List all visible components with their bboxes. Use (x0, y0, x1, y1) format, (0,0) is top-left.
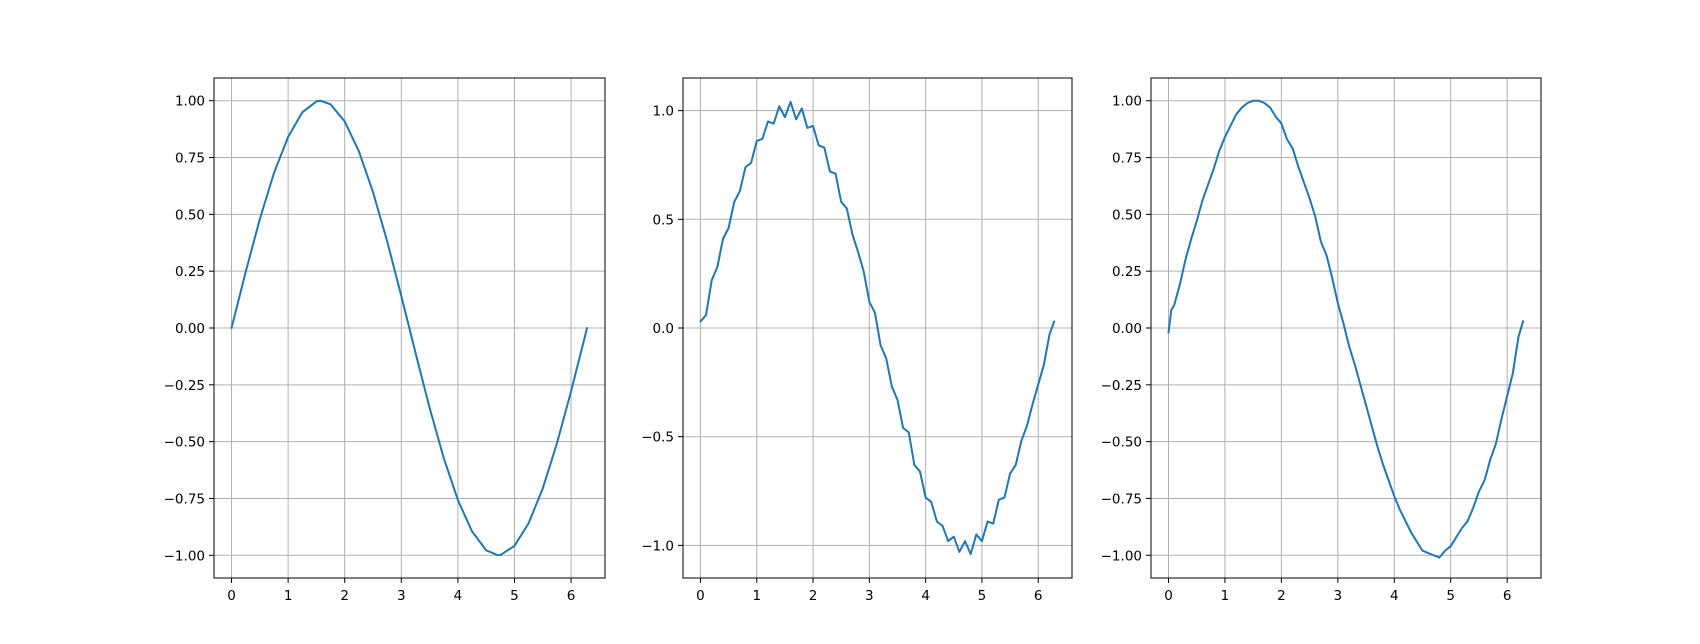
right-ytick-label: 1.00 (1112, 94, 1142, 110)
middle-xtick-label: 2 (809, 588, 818, 604)
left-xtick-label: 4 (454, 588, 463, 604)
right-ytick-label: −1.00 (1101, 548, 1142, 564)
right-xtick-label: 0 (1164, 588, 1173, 604)
middle-xtick-label: 6 (1034, 588, 1043, 604)
middle-ytick-label: 1.0 (653, 104, 674, 120)
left-xtick-label: 5 (510, 588, 519, 604)
left-xtick-label: 2 (340, 588, 349, 604)
right-xtick-label: 4 (1390, 588, 1399, 604)
subplot-left: 0 1 2 3 4 5 6 −1.00 −0.75 −0.50 −0.25 0.00 0.25 0.50 0… (164, 77, 606, 604)
middle-xtick-label: 5 (978, 588, 987, 604)
left-ytick-label: −0.50 (164, 435, 205, 451)
left-ytick-label: 1.00 (175, 94, 205, 110)
right-ytick-label: −0.25 (1101, 378, 1142, 394)
left-ytick-label: 0.50 (175, 207, 205, 223)
left-xtick-label: 1 (284, 588, 293, 604)
middle-ytick-label: 0.0 (653, 321, 674, 337)
left-xtick-label: 0 (227, 588, 236, 604)
right-ytick-label: 0.00 (1112, 321, 1142, 337)
middle-ytick-label: −1.0 (641, 538, 674, 554)
right-ytick-label: 0.75 (1112, 151, 1142, 167)
left-series-line (230, 99, 589, 557)
right-xtick-label: 6 (1503, 588, 1512, 604)
middle-series-line (699, 100, 1056, 556)
right-ytick-label: 0.50 (1112, 207, 1142, 223)
middle-ytick-label: 0.5 (653, 212, 674, 228)
middle-xtick-label: 1 (752, 588, 761, 604)
right-ytick-label: −0.75 (1101, 491, 1142, 507)
right-xtick-label: 5 (1446, 588, 1455, 604)
middle-xtick-label: 3 (865, 588, 874, 604)
left-ytick-label: −0.75 (164, 491, 205, 507)
left-ytick-label: 0.00 (175, 321, 205, 337)
left-xtick-label: 6 (567, 588, 576, 604)
right-xtick-label: 2 (1277, 588, 1286, 604)
left-xtick-label: 3 (397, 588, 406, 604)
right-ytick-label: 0.25 (1112, 264, 1142, 280)
right-xtick-label: 1 (1221, 588, 1230, 604)
middle-xtick-label: 4 (921, 588, 930, 604)
middle-xtick-label: 0 (696, 588, 705, 604)
left-ytick-label: −1.00 (164, 548, 205, 564)
left-ytick-label: 0.75 (175, 151, 205, 167)
left-ytick-label: −0.25 (164, 378, 205, 394)
right-series-line (1167, 99, 1525, 559)
left-ytick-label: 0.25 (175, 264, 205, 280)
middle-ytick-label: −0.5 (641, 430, 674, 446)
right-ytick-label: −0.50 (1101, 435, 1142, 451)
right-xtick-label: 3 (1334, 588, 1343, 604)
subplot-middle: 0 1 2 3 4 5 6 −1.0 −0.5 0.0 0.5 1.0 (641, 77, 1073, 604)
subplot-right: 0 1 2 3 4 5 6 −1.00 −0.75 −0.50 −0.25 0.00 0.25 0.50 0… (1101, 77, 1542, 604)
